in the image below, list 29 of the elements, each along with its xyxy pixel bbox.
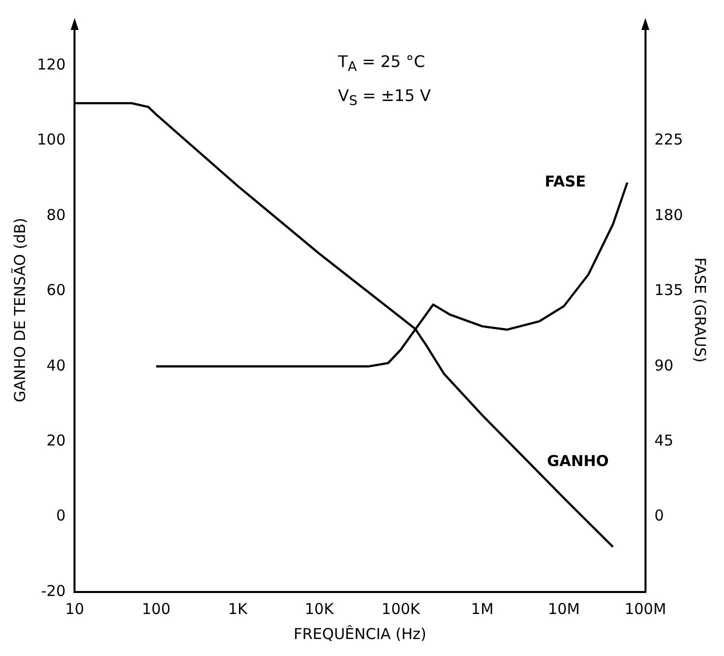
x-tick-label: 1M [471,600,494,618]
y-tick-label: 20 [46,431,66,450]
y2-tick-label: 135 [654,281,684,300]
y2-tick-label: 225 [654,130,684,149]
annotation: V$_{S}$ = ±15 V [338,85,431,112]
y-axis-title: GANHO DE TENSÃO (dB) [10,218,29,402]
y-tick-label: 40 [46,356,66,374]
y-tick-label: -20 [41,582,66,600]
text: FASE [544,172,586,190]
x-tick-label: 1K [228,600,249,618]
y-tick-label: 100 [36,130,66,149]
x-tick-label: 100K [382,600,422,618]
y-tick-label: 0 [56,506,66,525]
y2-tick-label: 0 [654,506,664,525]
x-axis-title: FREQUÊNCIA (Hz) [294,624,426,643]
y2-tick-label: 90 [654,356,674,374]
x-tick-label: 10 [65,600,84,618]
y2-tick-label: 45 [654,431,674,450]
y2-axis-title: FASE (GRAUS) [691,257,710,363]
x-tick-label: 10K [304,600,335,618]
y2-tick-label: 180 [654,206,684,224]
x-tick-label: 100M [624,600,666,618]
annotation: T$_{A}$ = 25 °C [338,51,426,78]
y-tick-label: 80 [46,206,66,224]
y-tick-label: 60 [46,281,66,300]
x-tick-label: 10M [548,600,580,618]
x-tick-label: 100 [142,600,170,618]
y-tick-label: 120 [36,55,66,74]
series-label: GANHO [547,452,609,470]
